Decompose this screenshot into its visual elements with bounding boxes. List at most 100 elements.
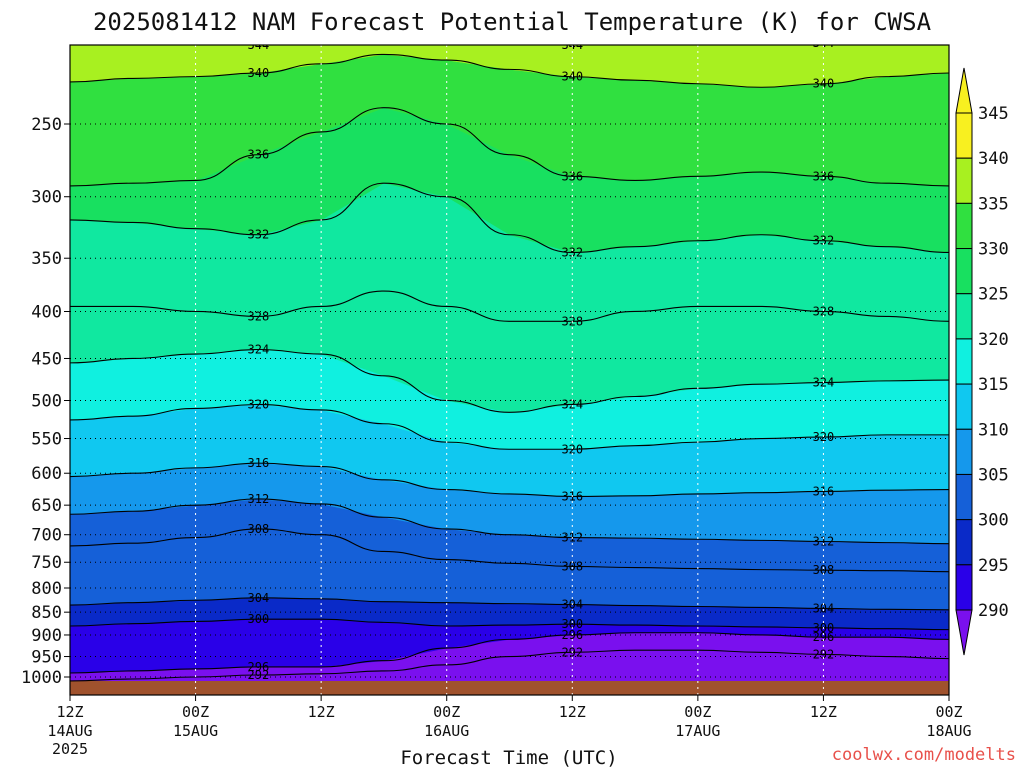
ground-bar: [70, 681, 949, 695]
colorbar-segment: [955, 428, 973, 475]
contour-label-316: 316: [248, 456, 270, 470]
contour-304: [70, 597, 949, 611]
contour-label-344: 344: [248, 38, 270, 52]
contour-label-336: 336: [248, 148, 270, 162]
contour-label-328: 328: [813, 304, 835, 318]
contour-label-300: 300: [248, 612, 270, 626]
y-tick-label-850: 850: [31, 603, 62, 623]
colorbar-label-345: 345: [978, 104, 1009, 124]
contour-label-344: 344: [561, 38, 583, 52]
colorbar-segment: [955, 112, 973, 159]
colorbar-extend-top: [955, 67, 973, 114]
colorbar-label-300: 300: [978, 511, 1009, 531]
contour-label-344: 344: [813, 36, 835, 50]
y-tick-label-950: 950: [31, 648, 62, 668]
contour-336: [70, 107, 949, 187]
contour-label-296: 296: [248, 660, 270, 674]
colorbar-segment: [955, 519, 973, 566]
x-tick-date-36: 16AUG: [424, 722, 469, 740]
contour-label-320: 320: [561, 442, 583, 456]
colorbar-label-340: 340: [978, 149, 1009, 169]
colorbar-label-335: 335: [978, 194, 1009, 214]
y-tick-label-800: 800: [31, 579, 62, 599]
contour-label-328: 328: [248, 309, 270, 323]
chart-title: 2025081412 NAM Forecast Potential Temper…: [93, 8, 932, 36]
contour-label-320: 320: [248, 397, 270, 411]
x-tick-date-0: 14AUG: [47, 722, 92, 740]
contour-label-316: 316: [813, 484, 835, 498]
x-tick-label-48: 12Z: [559, 703, 586, 721]
contour-324: [70, 348, 949, 413]
contour-label-304: 304: [248, 591, 270, 605]
x-tick-date-60: 17AUG: [675, 722, 720, 740]
x-tick-date-12: 15AUG: [173, 722, 218, 740]
colorbar-segment: [955, 248, 973, 295]
contour-332: [70, 182, 949, 254]
colorbar-segment: [955, 293, 973, 340]
x-tick-label-24: 12Z: [308, 703, 335, 721]
colorbar-label-330: 330: [978, 240, 1009, 260]
y-tick-label-500: 500: [31, 392, 62, 412]
contour-label-304: 304: [813, 601, 835, 615]
credit-text: coolwx.com/modelts: [832, 745, 1016, 765]
y-tick-label-450: 450: [31, 349, 62, 369]
x-tick-label-60: 00Z: [684, 703, 711, 721]
contour-label-292: 292: [813, 647, 835, 661]
contour-label-336: 336: [561, 169, 583, 183]
colorbar-segment: [955, 157, 973, 204]
colorbar-segment: [955, 383, 973, 430]
contour-308: [70, 528, 949, 573]
x-tick-label-12: 00Z: [182, 703, 209, 721]
y-axis: 250 300 350 400 450 500 550 600 650 700 750 800 850 9…: [21, 115, 70, 688]
x-tick-date-84: 18AUG: [926, 722, 971, 740]
contour-label-340: 340: [813, 77, 835, 91]
y-tick-label-600: 600: [31, 464, 62, 484]
y-tick-label-650: 650: [31, 496, 62, 516]
contour-label-308: 308: [813, 563, 835, 577]
colorbar-label-315: 315: [978, 375, 1009, 395]
contour-label-300: 300: [561, 617, 583, 631]
contour-312: [70, 498, 949, 545]
contour-label-308: 308: [561, 559, 583, 573]
contour-340: [70, 53, 949, 88]
colorbar-segment: [955, 473, 973, 521]
contour-292: [70, 649, 949, 682]
colorbar-label-305: 305: [978, 465, 1009, 485]
grid-lines: [70, 45, 949, 695]
y-tick-label-900: 900: [31, 626, 62, 646]
colorbar-extend-bottom: [955, 609, 973, 656]
contour-label-340: 340: [248, 66, 270, 80]
contour-label-308: 308: [248, 522, 270, 536]
colorbar-label-320: 320: [978, 330, 1009, 350]
y-tick-label-400: 400: [31, 302, 62, 322]
y-tick-label-550: 550: [31, 430, 62, 450]
colorbar: 345 340 335 330 325 320 315 310 305 300 295 290: [955, 67, 1009, 656]
contour-label-332: 332: [813, 234, 835, 248]
y-tick-label-300: 300: [31, 188, 62, 208]
contour-label-312: 312: [248, 492, 270, 506]
contour-label-296: 296: [813, 630, 835, 644]
x-tick-label-0: 12Z: [56, 703, 83, 721]
colorbar-segment: [955, 338, 973, 385]
colorbar-label-310: 310: [978, 420, 1009, 440]
y-tick-label-350: 350: [31, 249, 62, 269]
contour-label-312: 312: [813, 535, 835, 549]
contour-320: [70, 403, 949, 450]
x-axis-label: Forecast Time (UTC): [400, 747, 617, 768]
contour-296: [70, 632, 949, 674]
contour-label-332: 332: [561, 245, 583, 259]
colorbar-segment: [955, 202, 973, 250]
contour-label-336: 336: [813, 169, 835, 183]
contour-316: [70, 462, 949, 498]
colorbar-segment: [955, 564, 973, 611]
y-tick-label-1000: 1000: [21, 668, 62, 688]
contour-label-320: 320: [813, 430, 835, 444]
filled-bands: [70, 45, 949, 695]
plot-frame: [69, 44, 950, 696]
x-tick-year: 2025: [52, 740, 88, 758]
y-tick-label-250: 250: [31, 115, 62, 135]
contour-label-324: 324: [248, 343, 270, 357]
